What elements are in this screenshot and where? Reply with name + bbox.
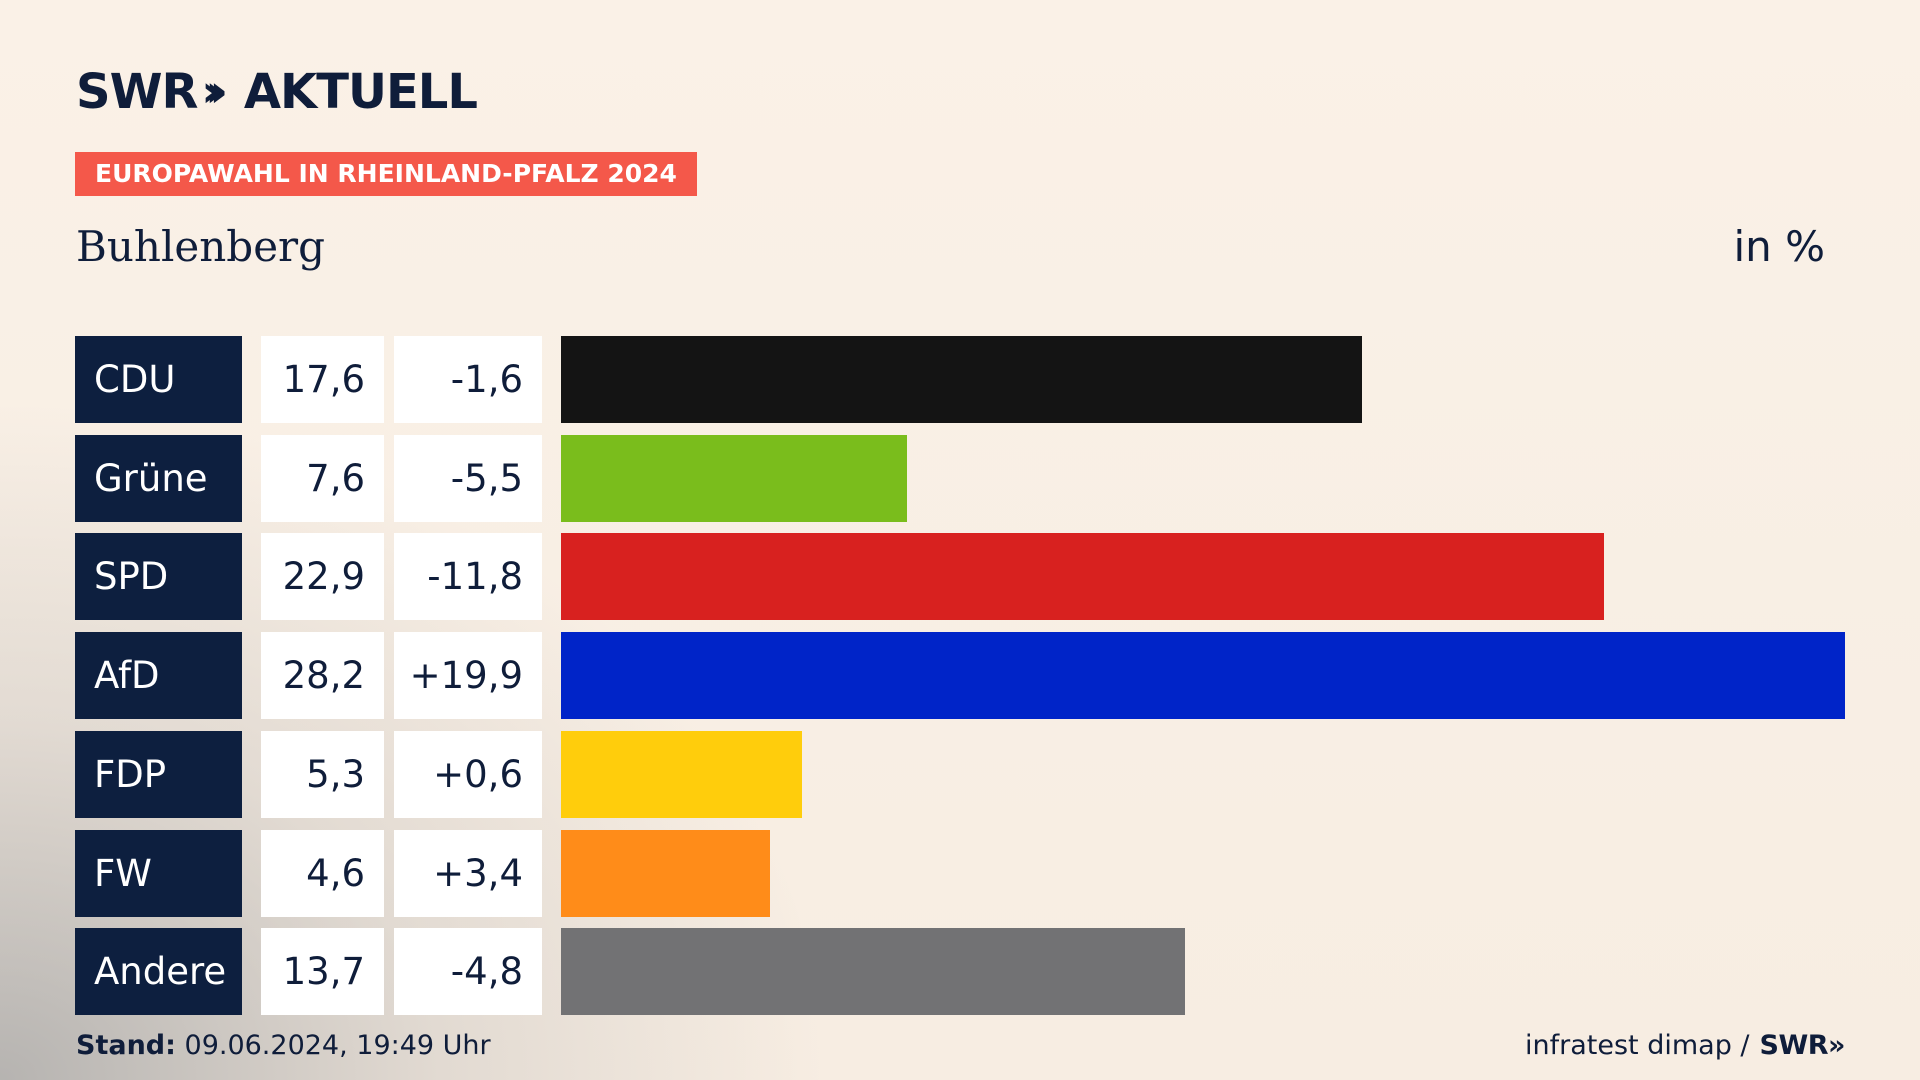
vote-change-label: -11,8 (394, 533, 542, 621)
bar-afd (561, 632, 1845, 720)
party-label: FW (75, 829, 242, 917)
vote-change-label: +19,9 (394, 632, 542, 720)
bar-fdp (561, 730, 802, 818)
vote-share-label: 28,2 (261, 632, 384, 720)
vote-share-label: 13,7 (261, 928, 384, 1016)
vote-change-label: +0,6 (394, 730, 542, 818)
swr-mini-logo: SWR» (1759, 1030, 1846, 1061)
bar-spd (561, 533, 1604, 621)
vote-share-label: 7,6 (261, 434, 384, 522)
bar-grüne (561, 434, 907, 522)
bar-fw (561, 829, 770, 917)
vote-change-label: +3,4 (394, 829, 542, 917)
bar-andere (561, 928, 1185, 1016)
election-banner: EUROPAWAHL IN RHEINLAND-PFALZ 2024 (75, 152, 697, 196)
logo-swr-text: SWR (76, 64, 198, 120)
stand-label: Stand: (76, 1030, 176, 1061)
party-label: FDP (75, 730, 242, 818)
source-credit: infratest dimap / SWR» (1525, 1030, 1845, 1061)
vote-share-label: 22,9 (261, 533, 384, 621)
party-label: AfD (75, 632, 242, 720)
logo-chevrons-icon: ››› (201, 66, 228, 117)
vote-change-label: -4,8 (394, 928, 542, 1016)
location-title: Buhlenberg (76, 222, 326, 271)
party-label: Grüne (75, 434, 242, 522)
vote-change-label: -1,6 (394, 336, 542, 423)
logo-aktuell-text: AKTUELL (243, 64, 478, 120)
vote-share-label: 4,6 (261, 829, 384, 917)
party-label: CDU (75, 336, 242, 423)
party-label: Andere (75, 928, 242, 1016)
vote-share-label: 17,6 (261, 336, 384, 423)
party-label: SPD (75, 533, 242, 621)
source-text: infratest dimap / (1525, 1030, 1750, 1061)
unit-label: in % (1733, 222, 1825, 271)
swr-aktuell-logo: SWR ››› AKTUELL (76, 64, 478, 120)
bar-cdu (561, 336, 1362, 423)
vote-change-label: -5,5 (394, 434, 542, 522)
stand-value: 09.06.2024, 19:49 Uhr (184, 1030, 491, 1061)
vote-share-label: 5,3 (261, 730, 384, 818)
timestamp: Stand: 09.06.2024, 19:49 Uhr (76, 1030, 491, 1061)
